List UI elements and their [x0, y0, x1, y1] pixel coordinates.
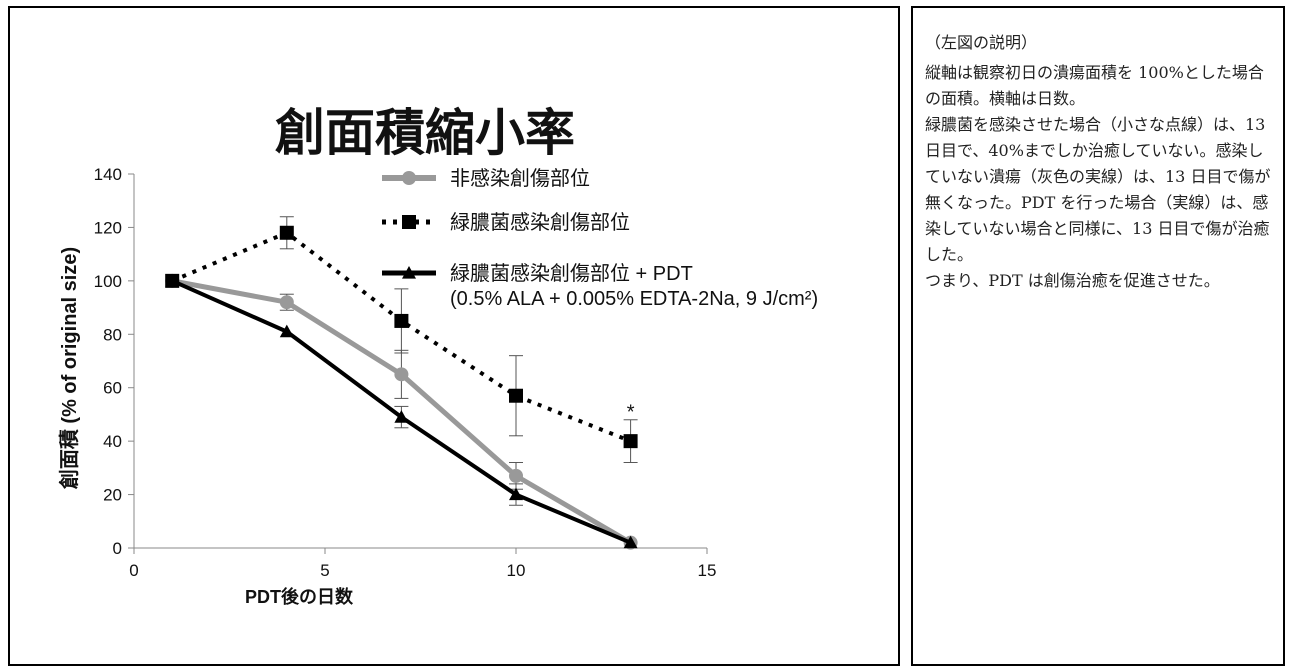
legend-label: 緑膿菌感染創傷部位 + PDT — [450, 262, 693, 285]
legend-item-1: 非感染創傷部位 — [382, 167, 590, 190]
data-point — [394, 313, 409, 328]
legend-label-line2: (0.5% ALA + 0.005% EDTA-2Na, 9 J/cm²) — [450, 288, 818, 310]
legend-marker — [402, 215, 416, 229]
legend-marker — [402, 171, 416, 185]
legend-item-2: 緑膿菌感染創傷部位 — [382, 211, 630, 234]
y-tick-label: 120 — [94, 218, 122, 237]
x-tick-label: 10 — [507, 561, 526, 580]
legend-label: 非感染創傷部位 — [450, 167, 590, 190]
data-point — [623, 434, 638, 449]
data-point — [279, 324, 294, 338]
description-paragraph-1: 縦軸は観察初日の潰瘍面積を 100%とした場合の面積。横軸は日数。 — [925, 63, 1264, 108]
data-point — [509, 487, 523, 501]
data-point — [165, 273, 180, 287]
wound-area-chart: 創面積縮小率 0 20 40 60 80 100 120 140 0 5 10 15 * 非感染創傷部位… — [57, 105, 818, 607]
chart-panel: 創面積縮小率 0 20 40 60 80 100 120 140 0 5 10 15 * 非感染創傷部位… — [8, 6, 900, 666]
data-point — [279, 225, 294, 240]
x-tick-label: 0 — [129, 561, 138, 580]
data-point — [509, 388, 523, 403]
y-tick-label: 100 — [94, 272, 122, 291]
y-tick-label: 80 — [103, 325, 122, 344]
data-point — [509, 468, 523, 483]
legend-marker — [402, 266, 416, 279]
significance-marker: * — [627, 401, 635, 423]
description-heading: （左図の説明） — [925, 33, 1038, 52]
y-tick-label: 140 — [94, 165, 122, 184]
y-tick-label: 40 — [103, 432, 122, 451]
data-point — [279, 295, 294, 310]
x-axis-label: PDT後の日数 — [245, 586, 354, 607]
y-tick-label: 0 — [113, 539, 122, 558]
chart-title: 創面積縮小率 — [275, 105, 575, 161]
legend-label: 緑膿菌感染創傷部位 — [450, 211, 630, 234]
data-point — [623, 535, 638, 549]
y-tick-label: 60 — [103, 379, 122, 398]
legend-item-3: 緑膿菌感染創傷部位 + PDT (0.5% ALA + 0.005% EDTA-2… — [382, 262, 818, 310]
data-point — [394, 367, 409, 382]
x-tick-label: 15 — [698, 561, 717, 580]
y-axis-label: 創面積 (% of original size) — [57, 247, 81, 490]
description-panel: （左図の説明） 縦軸は観察初日の潰瘍面積を 100%とした場合の面積。横軸は日数… — [911, 6, 1285, 666]
description-paragraph-3: つまり、PDT は創傷治癒を促進させた。 — [925, 271, 1220, 290]
series-lines — [165, 216, 638, 550]
y-tick-label: 20 — [103, 486, 122, 505]
series-3 — [165, 273, 638, 549]
axes: 0 20 40 60 80 100 120 140 0 5 10 15 * — [94, 165, 717, 580]
x-tick-label: 5 — [320, 561, 329, 580]
description-paragraph-2: 緑膿菌を感染させた場合（小さな点線）は、13 日目で、40%までしか治癒していな… — [925, 115, 1271, 264]
data-point — [394, 410, 409, 423]
